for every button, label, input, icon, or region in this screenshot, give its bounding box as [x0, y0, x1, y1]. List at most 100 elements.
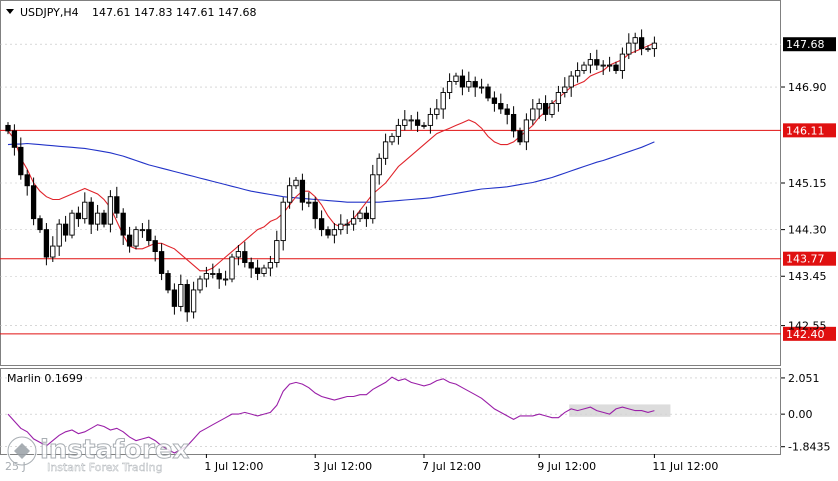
candle [414, 111, 421, 132]
candle [50, 236, 56, 262]
candle [382, 133, 389, 165]
candle-body-down [18, 146, 24, 176]
candle-body-down [510, 113, 517, 132]
candle-body-up [651, 42, 658, 50]
time-tick-label: 9 Jul 12:00 [537, 460, 596, 473]
candle [498, 93, 504, 114]
ma-slow-line [7, 141, 655, 203]
candle-body-down [171, 289, 178, 307]
candle [613, 61, 619, 74]
candle-body-up [562, 86, 568, 93]
candle-body-up [427, 113, 434, 126]
grid [0, 43, 781, 326]
candle-body-up [549, 103, 555, 115]
candle [536, 98, 542, 119]
candle-body-down [5, 124, 11, 132]
candle [562, 77, 568, 98]
candle [190, 281, 197, 319]
candle [197, 275, 203, 294]
candle [11, 124, 18, 156]
candle-body-up [402, 119, 408, 126]
level-label: 142.40 [786, 328, 825, 341]
candle [254, 259, 261, 281]
candle-body-up [466, 81, 472, 88]
candle [395, 118, 402, 145]
candle-body-down [242, 251, 248, 263]
candle [600, 60, 606, 75]
oscillator-pane-frame [0, 368, 781, 455]
candle-body-up [306, 201, 312, 204]
candle [466, 71, 472, 92]
candle-body-up [434, 108, 440, 115]
candle-body-up [370, 174, 376, 220]
candle-body-up [478, 86, 485, 89]
candle-body-up [382, 141, 389, 159]
candle [510, 106, 517, 138]
candle [94, 204, 101, 231]
candle-body-up [446, 81, 453, 93]
candle-body-up [344, 223, 350, 226]
time-tick-label: 7 Jul 12:00 [422, 460, 481, 473]
candle-body-up [139, 229, 146, 232]
candle [293, 176, 299, 190]
candle-body-down [114, 196, 120, 214]
candle-body-down [363, 212, 370, 220]
candle [184, 279, 190, 322]
candle [126, 226, 133, 253]
candle-body-down [459, 75, 466, 88]
candle-body-up [82, 201, 88, 220]
candle [408, 114, 414, 130]
time-tick-label: 11 Jul 12:00 [652, 460, 718, 473]
watermark-brand: instaforex [40, 435, 190, 465]
candle [69, 209, 75, 239]
osc-tick-label: 2.051 [788, 372, 820, 385]
candle [88, 197, 94, 235]
candle [210, 263, 216, 279]
candle [248, 257, 254, 278]
candle-body-up [523, 119, 530, 143]
candle-body-down [248, 262, 254, 269]
candle-body-up [133, 229, 139, 247]
candle [402, 110, 408, 131]
candle [344, 219, 350, 235]
candle [478, 78, 485, 94]
candle-body-down [24, 174, 30, 187]
oscillator-title: Marlin 0.1699 [7, 372, 83, 385]
candle-body-down [254, 267, 261, 274]
candle [350, 210, 357, 231]
level-label-bg [783, 123, 836, 138]
candle-body-down [312, 201, 318, 220]
candle-body-up [235, 251, 242, 258]
candle [574, 62, 581, 83]
candle [619, 47, 626, 79]
candle [171, 283, 178, 315]
candle [222, 270, 229, 286]
candle-body-up [421, 124, 427, 127]
candle [133, 226, 139, 250]
candle [114, 186, 120, 219]
chart-symbol: USDJPY,H4 [20, 6, 79, 19]
candle-body-down [472, 81, 478, 88]
candle [542, 95, 549, 122]
ma-fast-line [7, 42, 655, 272]
candle [178, 274, 184, 312]
candle-body-up [56, 223, 62, 247]
candle [427, 107, 434, 134]
candle-body-up [350, 218, 357, 225]
candle [491, 91, 498, 112]
candle [389, 133, 395, 146]
collapse-triangle-icon[interactable] [6, 9, 14, 14]
candle [152, 235, 158, 262]
candle [235, 244, 242, 266]
candle [165, 270, 171, 294]
price-tick-label: 146.90 [788, 81, 827, 94]
candle-body-up [178, 284, 184, 307]
logo-diamond-icon [14, 443, 30, 459]
candle [485, 83, 491, 102]
candle [434, 99, 440, 120]
candle-body-up [555, 92, 562, 104]
candle-body-up [395, 124, 402, 137]
candle-body-down [498, 103, 504, 110]
candle-body-up [357, 212, 363, 220]
